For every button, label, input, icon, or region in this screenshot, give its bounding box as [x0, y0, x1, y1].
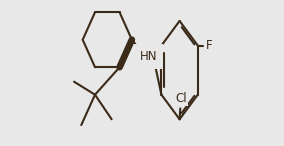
- Text: F: F: [206, 39, 212, 52]
- Text: Cl: Cl: [175, 92, 187, 105]
- Text: HN: HN: [140, 50, 157, 63]
